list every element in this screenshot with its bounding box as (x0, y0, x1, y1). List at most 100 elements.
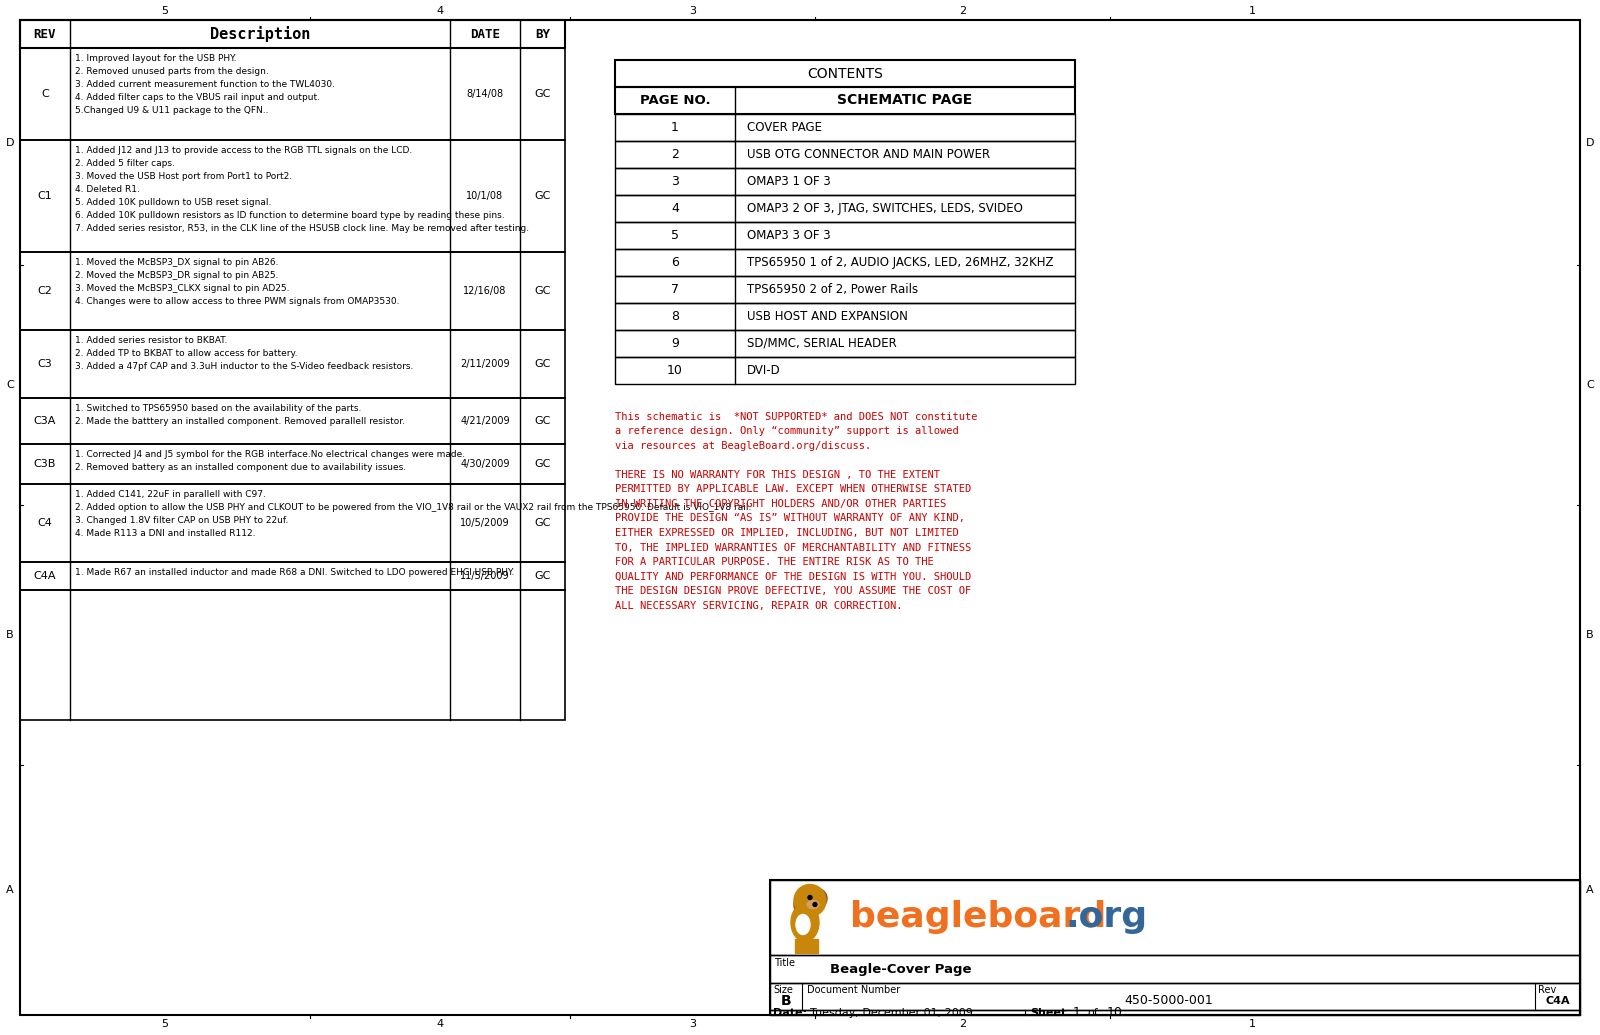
Text: 3: 3 (690, 1019, 696, 1029)
Text: C: C (42, 89, 50, 99)
Text: PAGE NO.: PAGE NO. (640, 94, 710, 107)
Text: OMAP3 3 OF 3: OMAP3 3 OF 3 (747, 229, 830, 242)
Text: a reference design. Only “community” support is allowed: a reference design. Only “community” sup… (614, 426, 958, 437)
Text: 2. Removed unused parts from the design.: 2. Removed unused parts from the design. (75, 67, 269, 76)
Text: via resources at BeagleBoard.org/discuss.: via resources at BeagleBoard.org/discuss… (614, 441, 872, 451)
Text: Description: Description (210, 26, 310, 42)
Text: 1. Added C141, 22uF in parallell with C97.: 1. Added C141, 22uF in parallell with C9… (75, 490, 266, 499)
Text: 3. Moved the McBSP3_CLKX signal to pin AD25.: 3. Moved the McBSP3_CLKX signal to pin A… (75, 284, 290, 293)
Text: THERE IS NO WARRANTY FOR THIS DESIGN , TO THE EXTENT: THERE IS NO WARRANTY FOR THIS DESIGN , T… (614, 470, 941, 480)
Text: Sheet: Sheet (1030, 1007, 1066, 1017)
Text: .org: .org (1066, 900, 1147, 935)
Text: 1. Improved layout for the USB PHY.: 1. Improved layout for the USB PHY. (75, 54, 237, 63)
Bar (614, 87, 1075, 114)
Text: QUALITY AND PERFORMANCE OF THE DESIGN IS WITH YOU. SHOULD: QUALITY AND PERFORMANCE OF THE DESIGN IS… (614, 571, 971, 582)
Text: 4: 4 (670, 202, 678, 215)
Text: D: D (6, 138, 14, 148)
Text: SCHEMATIC PAGE: SCHEMATIC PAGE (837, 93, 973, 108)
Text: 10: 10 (667, 364, 683, 377)
Text: Tuesday, December 01, 2009: Tuesday, December 01, 2009 (810, 1007, 973, 1017)
Text: Size: Size (773, 985, 794, 995)
Text: 5: 5 (162, 6, 168, 16)
Text: OMAP3 1 OF 3: OMAP3 1 OF 3 (747, 175, 830, 188)
Bar (806, 939, 813, 952)
Text: 3. Added current measurement function to the TWL4030.: 3. Added current measurement function to… (75, 80, 334, 89)
Text: EITHER EXPRESSED OR IMPLIED, INCLUDING, BUT NOT LIMITED: EITHER EXPRESSED OR IMPLIED, INCLUDING, … (614, 528, 958, 538)
Text: 2: 2 (958, 1019, 966, 1029)
Text: GC: GC (534, 416, 550, 426)
Text: 450-5000-001: 450-5000-001 (1125, 995, 1213, 1007)
Circle shape (794, 885, 826, 917)
Text: C3B: C3B (34, 459, 56, 469)
Text: 8/14/08: 8/14/08 (467, 89, 504, 99)
Text: 4: 4 (437, 1019, 443, 1029)
Bar (19, 398, 565, 444)
Text: C: C (6, 380, 14, 390)
Bar (19, 590, 565, 720)
Text: 6. Added 10K pulldown resistors as ID function to determine board type by readin: 6. Added 10K pulldown resistors as ID fu… (75, 211, 504, 220)
Text: THE DESIGN DESIGN PROVE DEFECTIVE, YOU ASSUME THE COST OF: THE DESIGN DESIGN PROVE DEFECTIVE, YOU A… (614, 586, 971, 596)
Bar (614, 357, 1075, 384)
Text: 1: 1 (1074, 1006, 1082, 1019)
Text: This schematic is  *NOT SUPPORTED* and DOES NOT constitute: This schematic is *NOT SUPPORTED* and DO… (614, 412, 978, 422)
Bar (19, 484, 565, 562)
Ellipse shape (790, 904, 819, 942)
Text: C3: C3 (38, 359, 53, 369)
Text: 3. Changed 1.8V filter CAP on USB PHY to 22uf.: 3. Changed 1.8V filter CAP on USB PHY to… (75, 516, 288, 525)
Text: 11/5/2009: 11/5/2009 (461, 571, 510, 581)
Text: B: B (781, 994, 792, 1008)
Bar (802, 939, 806, 952)
Bar (19, 252, 565, 330)
Text: C4: C4 (37, 518, 53, 528)
Text: C4A: C4A (34, 571, 56, 581)
Text: 1: 1 (670, 121, 678, 134)
Bar (614, 114, 1075, 141)
Text: GC: GC (534, 191, 550, 201)
Bar (770, 880, 1581, 955)
Text: DVI-D: DVI-D (747, 364, 781, 377)
Circle shape (813, 903, 818, 907)
Text: 1. Made R67 an installed inductor and made R68 a DNI. Switched to LDO powered EH: 1. Made R67 an installed inductor and ma… (75, 568, 514, 576)
Text: 1. Corrected J4 and J5 symbol for the RGB interface.No electrical changes were m: 1. Corrected J4 and J5 symbol for the RG… (75, 450, 466, 459)
Bar (614, 60, 1075, 87)
Text: 2. Moved the McBSP3_DR signal to pin AB25.: 2. Moved the McBSP3_DR signal to pin AB2… (75, 271, 278, 280)
Text: 8: 8 (670, 310, 678, 323)
Text: REV: REV (34, 28, 56, 40)
Text: 10/5/2009: 10/5/2009 (461, 518, 510, 528)
Text: OMAP3 2 OF 3, JTAG, SWITCHES, LEDS, SVIDEO: OMAP3 2 OF 3, JTAG, SWITCHES, LEDS, SVID… (747, 202, 1022, 215)
Text: A: A (6, 885, 14, 895)
Text: 10: 10 (1107, 1006, 1123, 1019)
Text: 5. Added 10K pulldown to USB reset signal.: 5. Added 10K pulldown to USB reset signa… (75, 198, 272, 207)
Circle shape (808, 895, 813, 899)
Bar (614, 330, 1075, 357)
Text: 9: 9 (670, 337, 678, 350)
Text: PERMITTED BY APPLICABLE LAW. EXCEPT WHEN OTHERWISE STATED: PERMITTED BY APPLICABLE LAW. EXCEPT WHEN… (614, 484, 971, 495)
Text: TO, THE IMPLIED WARRANTIES OF MERCHANTABILITY AND FITNESS: TO, THE IMPLIED WARRANTIES OF MERCHANTAB… (614, 542, 971, 553)
Text: Beagle-Cover Page: Beagle-Cover Page (830, 963, 971, 976)
Text: 3. Added a 47pf CAP and 3.3uH inductor to the S-Video feedback resistors.: 3. Added a 47pf CAP and 3.3uH inductor t… (75, 362, 413, 371)
Text: GC: GC (534, 571, 550, 581)
Text: ALL NECESSARY SERVICING, REPAIR OR CORRECTION.: ALL NECESSARY SERVICING, REPAIR OR CORRE… (614, 600, 902, 611)
Text: 2. Added 5 filter caps.: 2. Added 5 filter caps. (75, 159, 174, 168)
Text: 2. Removed battery as an installed component due to availability issues.: 2. Removed battery as an installed compo… (75, 463, 406, 472)
Text: GC: GC (534, 359, 550, 369)
Text: 2. Added TP to BKBAT to allow access for battery.: 2. Added TP to BKBAT to allow access for… (75, 349, 298, 358)
Text: Rev: Rev (1538, 985, 1557, 995)
Bar (19, 562, 565, 590)
Bar (614, 168, 1075, 195)
Text: 7: 7 (670, 283, 678, 296)
Text: 4. Deleted R1.: 4. Deleted R1. (75, 185, 139, 194)
Circle shape (806, 888, 827, 909)
Text: 1: 1 (1250, 6, 1256, 16)
Text: 6: 6 (670, 256, 678, 269)
Text: SD/MMC, SERIAL HEADER: SD/MMC, SERIAL HEADER (747, 337, 896, 350)
Text: 4/21/2009: 4/21/2009 (461, 416, 510, 426)
Text: Date:: Date: (773, 1007, 806, 1017)
Bar (770, 955, 1581, 983)
Bar (770, 880, 1581, 1015)
Text: 4. Added filter caps to the VBUS rail input and output.: 4. Added filter caps to the VBUS rail in… (75, 93, 320, 102)
Text: 10/1/08: 10/1/08 (467, 191, 504, 201)
Ellipse shape (797, 915, 810, 935)
Text: 1. Switched to TPS65950 based on the availability of the parts.: 1. Switched to TPS65950 based on the ava… (75, 404, 362, 413)
Text: 2. Made the batttery an installed component. Removed parallell resistor.: 2. Made the batttery an installed compon… (75, 417, 405, 426)
